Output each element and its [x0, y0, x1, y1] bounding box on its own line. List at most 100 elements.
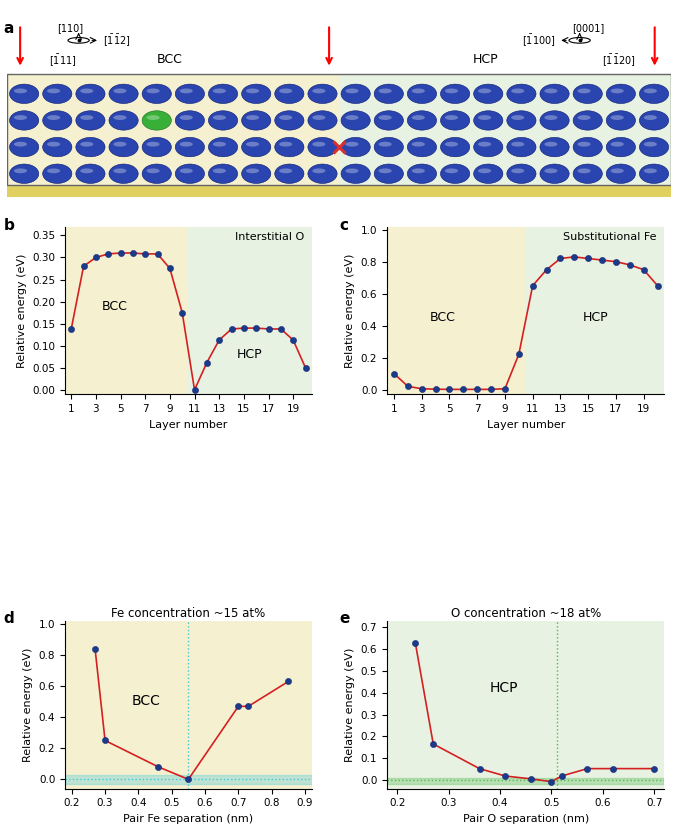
- Ellipse shape: [175, 111, 205, 130]
- Ellipse shape: [42, 164, 72, 184]
- Ellipse shape: [478, 169, 491, 173]
- Title: Fe concentration ~15 at%: Fe concentration ~15 at%: [111, 607, 266, 620]
- Ellipse shape: [610, 88, 624, 93]
- Ellipse shape: [374, 138, 403, 157]
- Ellipse shape: [275, 84, 304, 103]
- Ellipse shape: [540, 164, 569, 184]
- Ellipse shape: [279, 169, 292, 173]
- Ellipse shape: [208, 164, 238, 184]
- Ellipse shape: [14, 88, 27, 93]
- Ellipse shape: [573, 164, 602, 184]
- Ellipse shape: [507, 138, 536, 157]
- Ellipse shape: [312, 142, 325, 147]
- Ellipse shape: [478, 88, 491, 93]
- Ellipse shape: [473, 111, 503, 130]
- Ellipse shape: [345, 142, 358, 147]
- Ellipse shape: [213, 88, 226, 93]
- Ellipse shape: [242, 84, 271, 103]
- Ellipse shape: [610, 142, 624, 147]
- Ellipse shape: [42, 138, 72, 157]
- Ellipse shape: [412, 142, 425, 147]
- Ellipse shape: [644, 115, 657, 120]
- Y-axis label: Relative energy (eV): Relative energy (eV): [16, 253, 27, 367]
- Ellipse shape: [179, 142, 192, 147]
- Y-axis label: Relative energy (eV): Relative energy (eV): [345, 253, 356, 367]
- Ellipse shape: [147, 115, 160, 120]
- Ellipse shape: [507, 164, 536, 184]
- Ellipse shape: [113, 115, 127, 120]
- Ellipse shape: [147, 169, 160, 173]
- X-axis label: Layer number: Layer number: [149, 420, 227, 430]
- Ellipse shape: [312, 169, 325, 173]
- X-axis label: Layer number: Layer number: [486, 420, 565, 430]
- Ellipse shape: [445, 115, 458, 120]
- Ellipse shape: [445, 88, 458, 93]
- Ellipse shape: [242, 138, 271, 157]
- Ellipse shape: [379, 142, 392, 147]
- Ellipse shape: [644, 142, 657, 147]
- Ellipse shape: [109, 138, 138, 157]
- Ellipse shape: [76, 138, 105, 157]
- Ellipse shape: [42, 111, 72, 130]
- Ellipse shape: [412, 115, 425, 120]
- Ellipse shape: [379, 169, 392, 173]
- Ellipse shape: [175, 138, 205, 157]
- Ellipse shape: [639, 164, 669, 184]
- Ellipse shape: [606, 84, 636, 103]
- Ellipse shape: [639, 84, 669, 103]
- Ellipse shape: [540, 111, 569, 130]
- Ellipse shape: [279, 142, 292, 147]
- Ellipse shape: [610, 115, 624, 120]
- Ellipse shape: [577, 115, 590, 120]
- Text: $[\bar{1}\bar{1}20]$: $[\bar{1}\bar{1}20]$: [601, 52, 635, 68]
- Ellipse shape: [47, 115, 60, 120]
- Ellipse shape: [511, 88, 524, 93]
- Ellipse shape: [341, 84, 371, 103]
- Bar: [525, 227, 664, 394]
- Ellipse shape: [507, 84, 536, 103]
- Ellipse shape: [478, 115, 491, 120]
- Ellipse shape: [14, 115, 27, 120]
- Ellipse shape: [312, 115, 325, 120]
- Ellipse shape: [473, 138, 503, 157]
- Ellipse shape: [279, 115, 292, 120]
- Ellipse shape: [507, 111, 536, 130]
- Ellipse shape: [545, 142, 558, 147]
- Bar: [339, 74, 671, 185]
- Ellipse shape: [142, 164, 171, 184]
- Ellipse shape: [412, 88, 425, 93]
- Ellipse shape: [246, 142, 259, 147]
- Ellipse shape: [445, 169, 458, 173]
- Bar: [65, 774, 312, 784]
- Text: BCC: BCC: [429, 311, 456, 324]
- X-axis label: Pair Fe separation (nm): Pair Fe separation (nm): [123, 814, 253, 824]
- Y-axis label: Relative energy (eV): Relative energy (eV): [23, 648, 34, 762]
- Ellipse shape: [577, 88, 590, 93]
- Ellipse shape: [606, 111, 636, 130]
- Ellipse shape: [573, 111, 602, 130]
- Ellipse shape: [109, 84, 138, 103]
- Ellipse shape: [179, 169, 192, 173]
- Ellipse shape: [308, 164, 337, 184]
- Text: [110]: [110]: [57, 23, 83, 33]
- Ellipse shape: [14, 169, 27, 173]
- Ellipse shape: [408, 111, 436, 130]
- Text: b: b: [3, 218, 14, 233]
- Ellipse shape: [10, 84, 39, 103]
- Ellipse shape: [540, 84, 569, 103]
- Ellipse shape: [76, 164, 105, 184]
- Bar: [7, 176, 671, 197]
- Ellipse shape: [639, 111, 669, 130]
- Ellipse shape: [573, 138, 602, 157]
- Ellipse shape: [80, 115, 93, 120]
- Bar: [387, 227, 525, 394]
- Ellipse shape: [246, 88, 259, 93]
- Ellipse shape: [412, 169, 425, 173]
- Text: Interstitial O: Interstitial O: [235, 232, 304, 242]
- Ellipse shape: [147, 142, 160, 147]
- Ellipse shape: [545, 169, 558, 173]
- Ellipse shape: [76, 84, 105, 103]
- Ellipse shape: [179, 115, 192, 120]
- Ellipse shape: [279, 88, 292, 93]
- Ellipse shape: [142, 84, 171, 103]
